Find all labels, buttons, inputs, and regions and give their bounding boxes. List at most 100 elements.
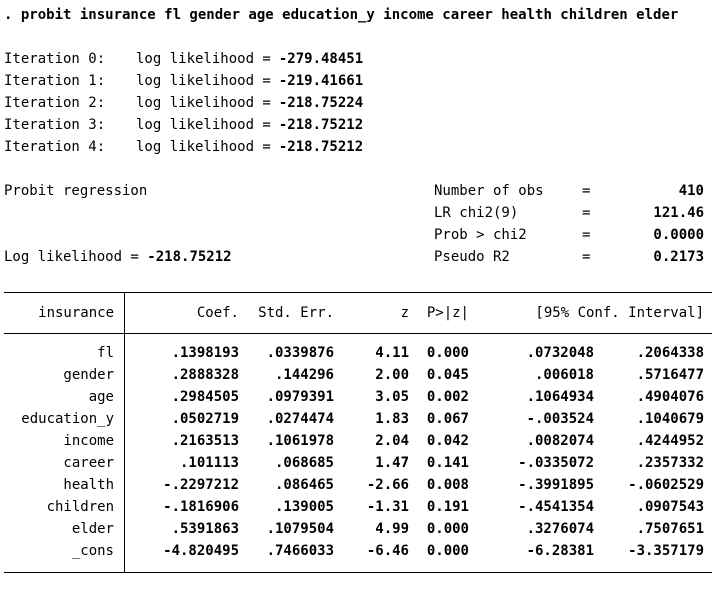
stat-equals: =	[582, 183, 591, 199]
model-header-row: Log likelihood = -218.75212 Pseudo R2 = …	[4, 246, 717, 268]
table-row: income .2163513 .1061978 2.04 0.042 .008…	[4, 430, 712, 452]
stat-equals: =	[582, 227, 591, 243]
log-likelihood-label: Log likelihood =	[4, 249, 139, 265]
iteration-label: Iteration 3:	[4, 117, 106, 133]
stat-value: 410	[678, 183, 704, 199]
cell-p: 0.042	[426, 433, 469, 449]
iteration-text: log likelihood =	[136, 73, 271, 89]
cell-ci-high: .7507651	[636, 521, 704, 537]
cell-coef: -.1816906	[163, 499, 239, 515]
cell-z: 2.04	[375, 433, 409, 449]
cell-z: -1.31	[366, 499, 409, 515]
table-header: insurance Coef. Std. Err. z P>|z| [95% C…	[4, 293, 712, 334]
cell-coef: .5391863	[171, 521, 239, 537]
cell-se: .0339876	[266, 345, 334, 361]
cell-z: 4.99	[375, 521, 409, 537]
cell-ci-low: .3276074	[526, 521, 594, 537]
cell-ci-high: .5716477	[636, 367, 704, 383]
cell-coef: -4.820495	[163, 543, 239, 559]
cell-z: 1.83	[375, 411, 409, 427]
col-header-coef: Coef.	[196, 305, 239, 321]
dep-var-label: insurance	[38, 305, 114, 321]
col-header-ci: [95% Conf. Interval]	[535, 305, 704, 321]
iteration-value: -218.75224	[278, 95, 364, 111]
iteration-text: log likelihood =	[136, 95, 271, 111]
stat-equals: =	[582, 249, 591, 265]
model-header-row: Probit regression Number of obs = 410	[4, 180, 717, 202]
iteration-label: Iteration 4:	[4, 139, 106, 155]
table-row: gender .2888328 .144296 2.00 0.045 .0060…	[4, 364, 712, 386]
iteration-text: log likelihood =	[136, 139, 271, 155]
col-header-se: Std. Err.	[258, 305, 334, 321]
iteration-line: Iteration 3: log likelihood = -218.75212	[4, 114, 717, 136]
table-row: health -.2297212 .086465 -2.66 0.008 -.3…	[4, 474, 712, 496]
cell-se: .086465	[274, 477, 334, 493]
table-divider	[124, 293, 125, 572]
iteration-value: -218.75212	[278, 117, 364, 133]
cell-se: .7466033	[266, 543, 334, 559]
cell-se: .1079504	[266, 521, 334, 537]
log-likelihood-value: -218.75212	[147, 249, 232, 265]
col-header-p: P>|z|	[426, 305, 469, 321]
cell-coef: .2163513	[171, 433, 239, 449]
results-table: insurance Coef. Std. Err. z P>|z| [95% C…	[4, 292, 712, 573]
spacer	[4, 224, 434, 246]
stata-results-window: . probit insurance fl gender age educati…	[4, 7, 717, 573]
cell-coef: .1398193	[171, 345, 239, 361]
cell-ci-high: .4904076	[636, 389, 704, 405]
iteration-value: -279.48451	[278, 51, 364, 67]
cell-z: 3.05	[375, 389, 409, 405]
model-header-row: Prob > chi2 = 0.0000	[4, 224, 717, 246]
cell-se: .0274474	[266, 411, 334, 427]
cell-coef: .0502719	[171, 411, 239, 427]
cell-ci-high: -.0602529	[628, 477, 704, 493]
cell-se: .139005	[274, 499, 334, 515]
cell-ci-low: .0732048	[526, 345, 594, 361]
table-row: career .101113 .068685 1.47 0.141 -.0335…	[4, 452, 712, 474]
iteration-line: Iteration 0: log likelihood = -279.48451	[4, 48, 717, 70]
cell-se: .144296	[274, 367, 334, 383]
cell-se: .0979391	[266, 389, 334, 405]
cell-coef: -.2297212	[163, 477, 239, 493]
stat-label: LR chi2(9)	[434, 205, 519, 221]
iteration-label: Iteration 1:	[4, 73, 106, 89]
cell-var: income	[63, 433, 114, 449]
cell-var: elder	[71, 521, 114, 537]
table-row: education_y .0502719 .0274474 1.83 0.067…	[4, 408, 712, 430]
cell-p: 0.067	[426, 411, 469, 427]
iteration-line: Iteration 4: log likelihood = -218.75212	[4, 136, 717, 158]
cell-coef: .101113	[179, 455, 239, 471]
cell-var: children	[46, 499, 114, 515]
table-body: fl .1398193 .0339876 4.11 0.000 .0732048…	[4, 334, 712, 572]
cell-ci-high: .4244952	[636, 433, 704, 449]
cell-z: 1.47	[375, 455, 409, 471]
iteration-line: Iteration 2: log likelihood = -218.75224	[4, 92, 717, 114]
iteration-value: -218.75212	[278, 139, 364, 155]
log-likelihood-line: Log likelihood = -218.75212	[4, 246, 434, 268]
iteration-line: Iteration 1: log likelihood = -219.41661	[4, 70, 717, 92]
cell-p: 0.002	[426, 389, 469, 405]
stat-value: 121.46	[653, 205, 704, 221]
cell-ci-low: -6.28381	[526, 543, 594, 559]
cell-var: health	[63, 477, 114, 493]
cell-ci-low: .006018	[534, 367, 594, 383]
cell-ci-low: .0082074	[526, 433, 594, 449]
stat-equals: =	[582, 205, 591, 221]
iteration-text: log likelihood =	[136, 117, 271, 133]
cell-z: -6.46	[366, 543, 409, 559]
cell-p: 0.008	[426, 477, 469, 493]
cell-se: .1061978	[266, 433, 334, 449]
table-row: _cons -4.820495 .7466033 -6.46 0.000 -6.…	[4, 540, 712, 562]
cell-ci-high: -3.357179	[628, 543, 704, 559]
table-row: elder .5391863 .1079504 4.99 0.000 .3276…	[4, 518, 712, 540]
cell-z: 2.00	[375, 367, 409, 383]
table-row: children -.1816906 .139005 -1.31 0.191 -…	[4, 496, 712, 518]
stat-label: Pseudo R2	[434, 249, 510, 265]
table-row: age .2984505 .0979391 3.05 0.002 .106493…	[4, 386, 712, 408]
cell-ci-low: -.0335072	[518, 455, 594, 471]
cell-ci-high: .2064338	[636, 345, 704, 361]
spacer	[4, 202, 434, 224]
cell-var: education_y	[21, 411, 114, 427]
cell-z: 4.11	[375, 345, 409, 361]
table-row: fl .1398193 .0339876 4.11 0.000 .0732048…	[4, 342, 712, 364]
